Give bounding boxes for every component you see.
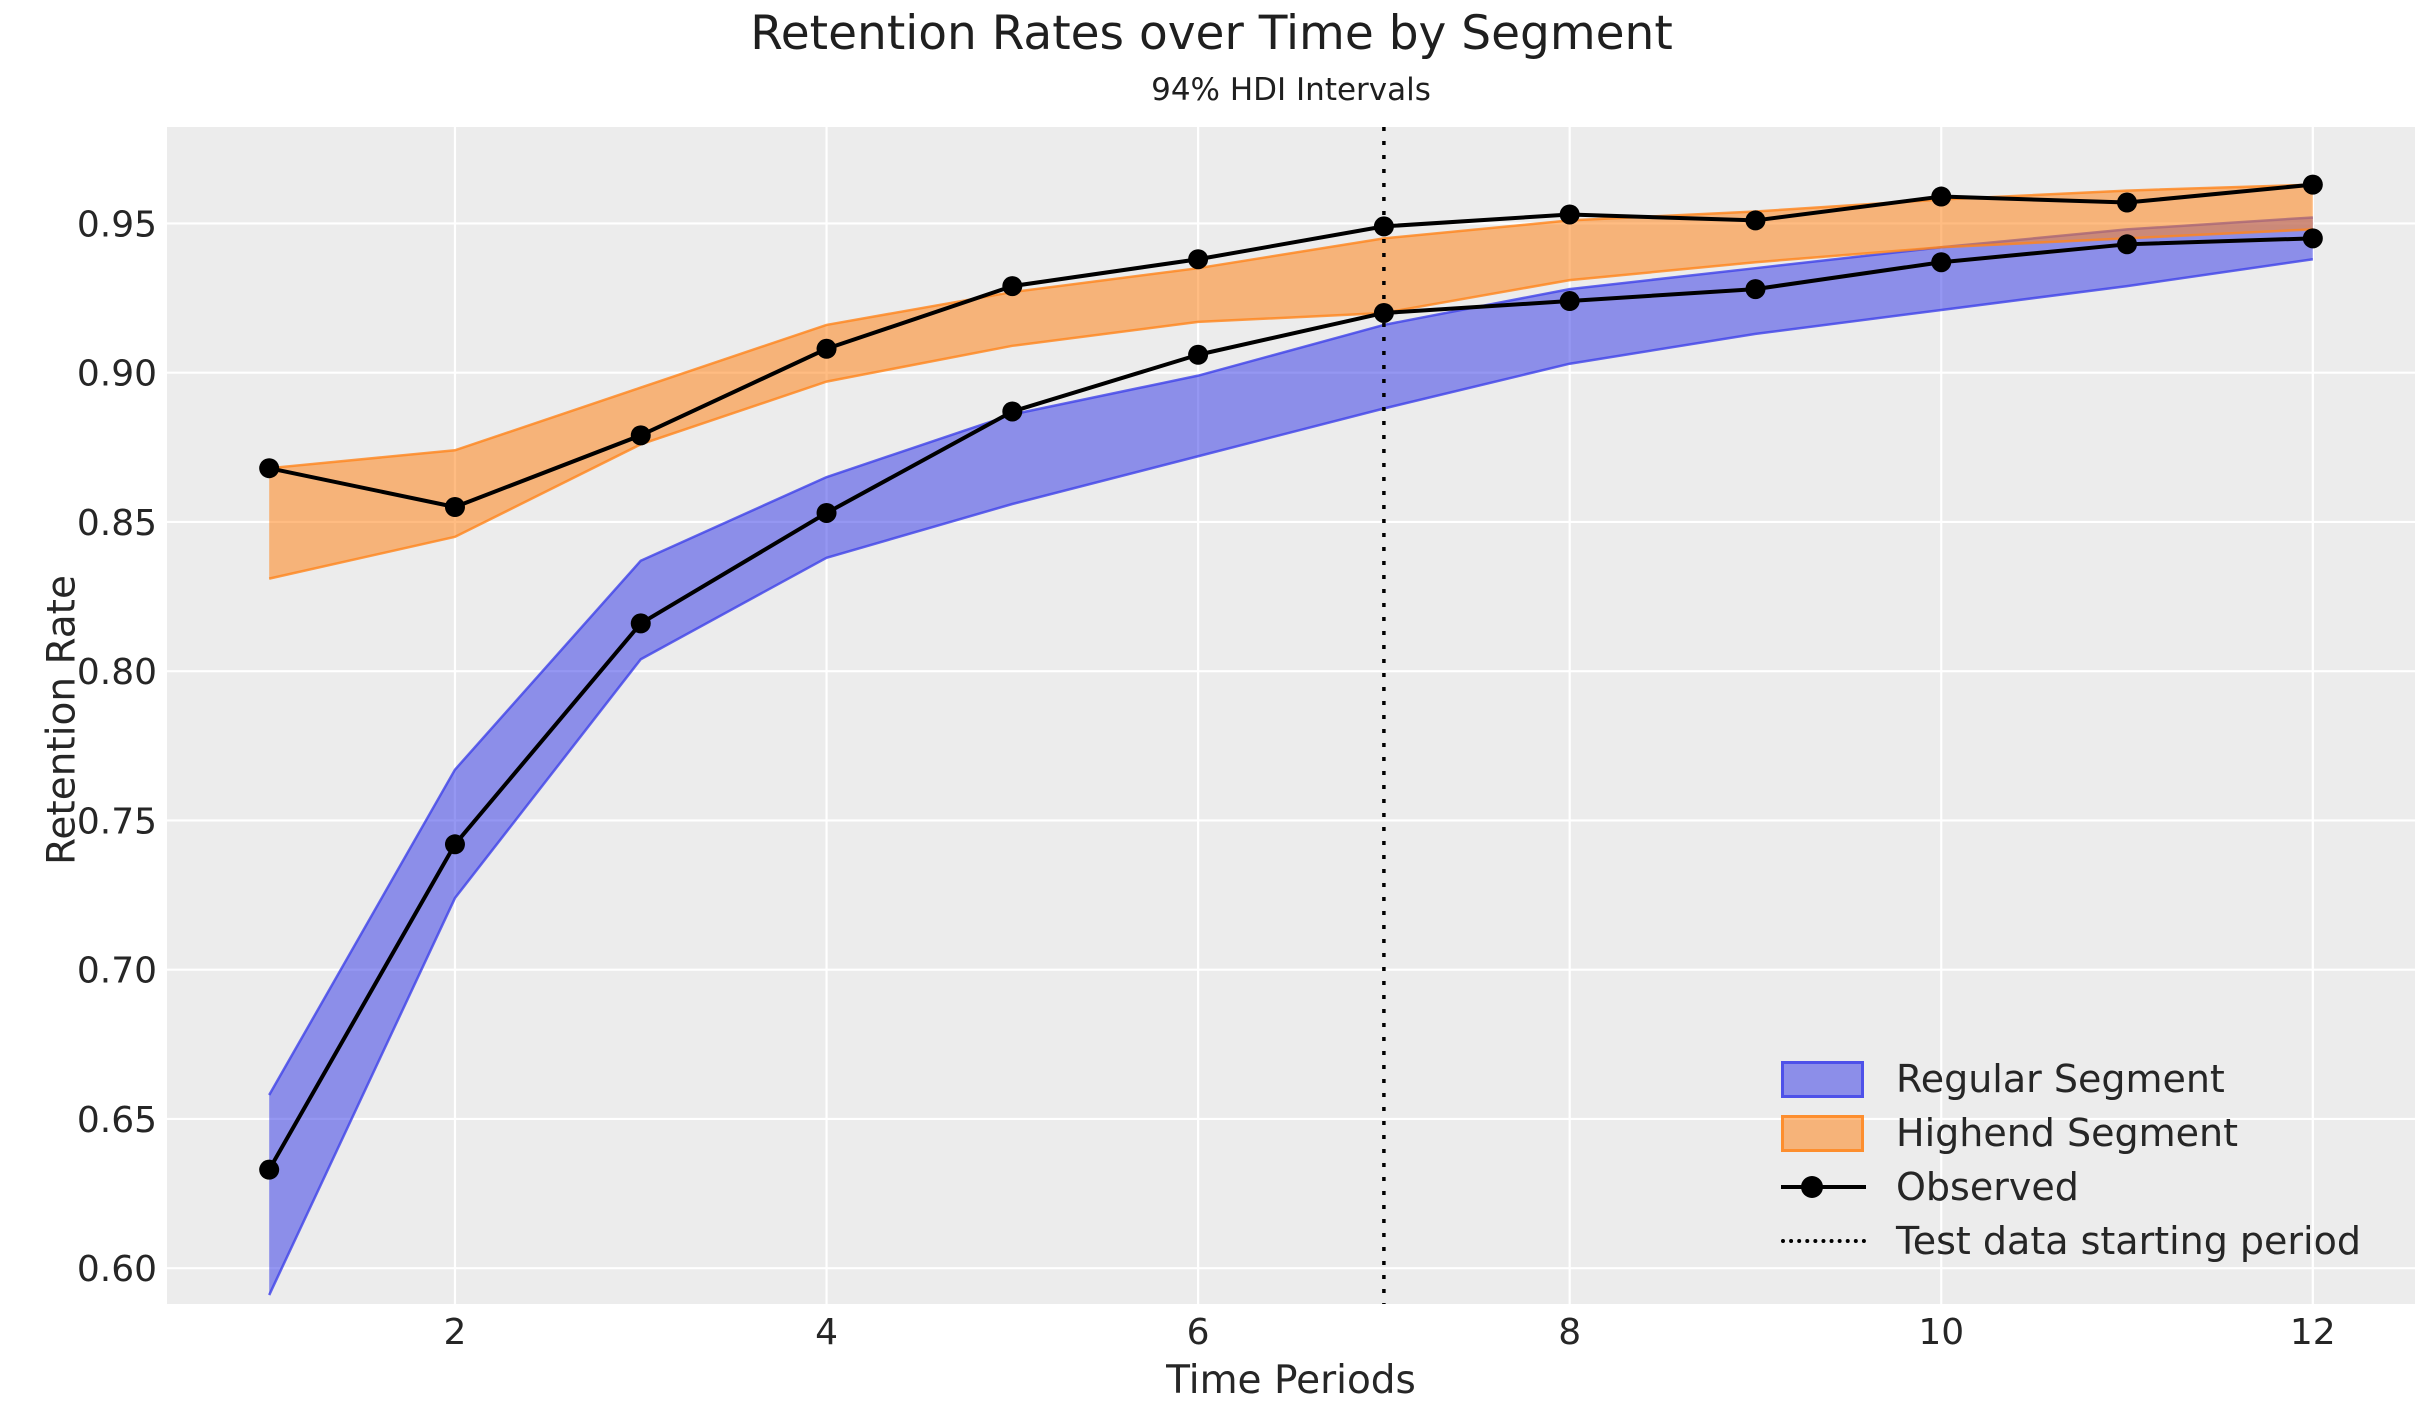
legend-item-observed: Observed [1781, 1160, 2361, 1214]
y-axis-label: Retention Rate [39, 575, 85, 865]
observed-line-highend [268, 182, 2314, 509]
hdi-band-highend-lower-edge [268, 228, 2313, 580]
x-tick-label-8: 8 [1558, 1312, 1581, 1353]
observed-marker-highend-9 [1745, 210, 1766, 231]
observed-marker-regular-12 [2302, 228, 2323, 249]
x-tick-label-2: 2 [444, 1312, 467, 1353]
observed-marker-regular-9 [1745, 279, 1766, 300]
y-tick-label-0.90: 0.90 [77, 354, 157, 395]
observed-marker-highend-12 [2302, 174, 2323, 195]
highend-segment-swatch-icon [1781, 1114, 1866, 1152]
observed-marker-highend-3 [630, 425, 651, 446]
legend: Regular Segment Highend Segment Observed… [1781, 1052, 2361, 1268]
y-tick-label-0.80: 0.80 [77, 652, 157, 693]
observed-marker-highend-8 [1559, 204, 1580, 225]
observed-line-regular [267, 236, 2313, 1171]
observed-marker-regular-4 [816, 502, 837, 523]
observed-marker-regular-8 [1559, 291, 1580, 312]
chart-subtitle: 94% HDI Intervals [1151, 72, 1431, 108]
y-tick-label-0.65: 0.65 [77, 1100, 157, 1141]
legend-item-test-period: Test data starting period [1781, 1214, 2361, 1268]
y-tick-label-0.95: 0.95 [77, 204, 157, 245]
observed-marker-regular-10 [1931, 252, 1952, 273]
y-tick-label-0.75: 0.75 [77, 801, 157, 842]
observed-marker-highend-11 [2117, 192, 2138, 213]
y-tick-label-0.60: 0.60 [77, 1249, 157, 1290]
y-tick-label-0.70: 0.70 [77, 951, 157, 992]
observed-marker-highend-6 [1188, 249, 1209, 270]
y-tick-label-0.85: 0.85 [77, 503, 157, 544]
x-tick-label-12: 12 [2290, 1312, 2336, 1353]
legend-item-regular-segment: Regular Segment [1781, 1052, 2361, 1106]
observed-marker-regular-7 [1373, 302, 1394, 323]
x-tick-label-6: 6 [1187, 1312, 1210, 1353]
legend-label: Highend Segment [1896, 1111, 2238, 1155]
observed-marker-regular-5 [1002, 401, 1023, 422]
x-tick-label-4: 4 [815, 1312, 838, 1353]
legend-label: Regular Segment [1896, 1057, 2225, 1101]
observed-marker-highend-2 [444, 496, 465, 517]
hdi-band-regular-lower-edge [268, 257, 2313, 1296]
observed-line-icon [1781, 1176, 1866, 1198]
legend-item-highend-segment: Highend Segment [1781, 1106, 2361, 1160]
observed-marker-highend-1 [259, 458, 280, 479]
x-tick-label-10: 10 [1918, 1312, 1964, 1353]
dotted-line-icon [1781, 1239, 1866, 1243]
observed-marker-highend-10 [1931, 186, 1952, 207]
observed-marker-regular-11 [2117, 234, 2138, 255]
observed-marker-regular-3 [630, 613, 651, 634]
observed-marker-regular-1 [259, 1159, 280, 1180]
observed-marker-highend-5 [1002, 276, 1023, 297]
x-axis-label: Time Periods [1166, 1358, 1416, 1403]
observed-marker-regular-2 [444, 834, 465, 855]
regular-segment-swatch-icon [1781, 1060, 1866, 1098]
legend-label: Test data starting period [1896, 1219, 2361, 1263]
observed-marker-regular-6 [1188, 344, 1209, 365]
observed-marker-highend-7 [1373, 216, 1394, 237]
hdi-band-highend [269, 184, 2313, 579]
chart-title: Retention Rates over Time by Segment [750, 6, 1673, 61]
legend-label: Observed [1896, 1165, 2079, 1209]
observed-marker-highend-4 [816, 338, 837, 359]
